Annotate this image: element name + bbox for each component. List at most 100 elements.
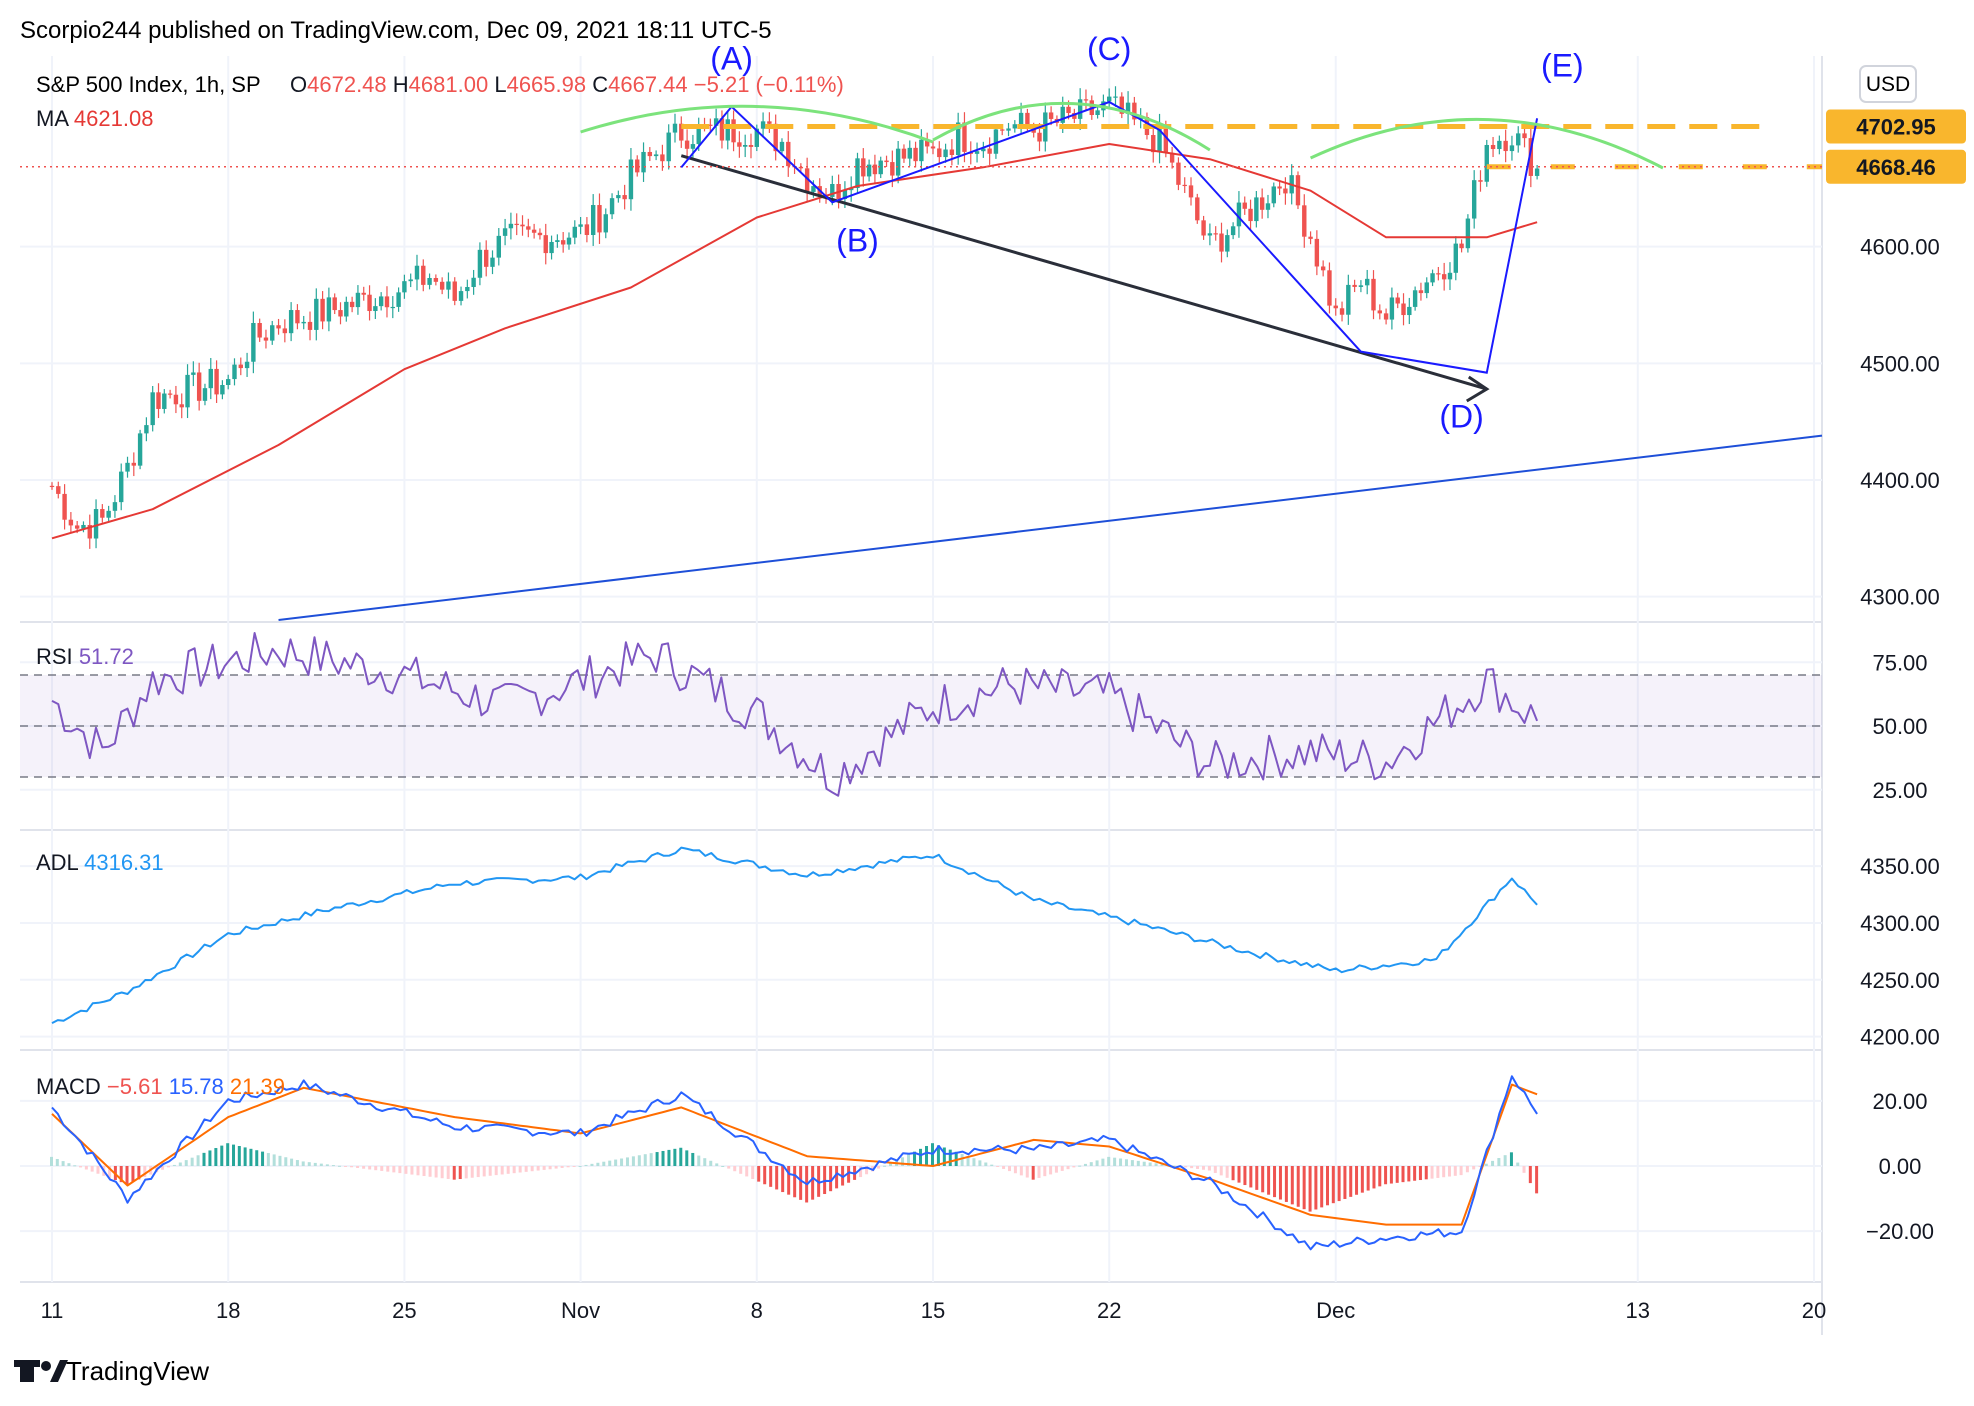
macd-histogram-bar xyxy=(775,1166,779,1190)
macd-histogram-bar xyxy=(67,1163,71,1166)
candle-body xyxy=(949,149,955,156)
macd-histogram-bar xyxy=(542,1166,546,1170)
macd-histogram-bar xyxy=(1372,1166,1376,1189)
macd-histogram-bar xyxy=(1478,1166,1482,1167)
candle-body xyxy=(396,292,401,307)
candle-body xyxy=(842,190,848,200)
close-prefix: C xyxy=(592,72,608,97)
macd-histogram-bar xyxy=(1278,1166,1282,1200)
candle-body xyxy=(937,148,942,158)
price-tag-box xyxy=(1826,109,1966,144)
macd-histogram-bar xyxy=(566,1166,570,1168)
wave-label: (B) xyxy=(836,222,879,258)
candle-body xyxy=(1236,202,1242,227)
ma-value: 4621.08 xyxy=(74,106,154,131)
candle-body xyxy=(1119,96,1124,114)
macd-histogram-bar xyxy=(1136,1160,1140,1166)
grid xyxy=(20,56,1822,1282)
macd-histogram-bar xyxy=(220,1145,224,1166)
candle-body xyxy=(196,372,202,401)
candle-body xyxy=(191,372,196,375)
macd-histogram-bar xyxy=(990,1164,994,1166)
macd-histogram-bar xyxy=(161,1166,165,1170)
macd-histogram-bar xyxy=(643,1154,647,1166)
macd-histogram-bar xyxy=(1337,1166,1341,1202)
candle-body xyxy=(696,124,701,145)
macd-histogram-bar xyxy=(278,1155,282,1166)
candle-body xyxy=(1000,129,1005,131)
macd-histogram-bar xyxy=(1355,1166,1359,1195)
candle-body xyxy=(943,149,948,158)
candle-body xyxy=(87,524,92,539)
macd-histogram-bar xyxy=(907,1154,911,1166)
macd-value: −5.61 xyxy=(107,1074,163,1099)
macd-histogram-bar xyxy=(1522,1166,1526,1173)
candle-body xyxy=(344,301,349,317)
candle-body xyxy=(684,140,690,149)
trendline-arrowhead xyxy=(1465,375,1490,403)
macd-histogram-bar xyxy=(428,1166,432,1177)
macd-histogram-bar xyxy=(226,1143,230,1166)
macd-histogram-bar xyxy=(1447,1166,1451,1177)
macd-histogram-bar xyxy=(494,1166,498,1176)
candle-body xyxy=(1471,180,1477,219)
candle-body xyxy=(1447,272,1453,280)
currency-button[interactable]: USD xyxy=(1859,65,1917,103)
wave-label: (C) xyxy=(1087,31,1131,67)
adl-value: 4316.31 xyxy=(84,850,164,875)
macd-histogram-bar xyxy=(470,1166,474,1178)
candle-body xyxy=(1308,236,1313,239)
candle-body xyxy=(1441,274,1447,280)
macd-histogram-bar xyxy=(1465,1166,1469,1173)
macd-histogram-bar xyxy=(1043,1166,1047,1177)
adl-tick-label: 4200.00 xyxy=(1860,1025,1940,1050)
macd-histogram-bar xyxy=(554,1166,558,1169)
macd-histogram-bar xyxy=(1002,1166,1006,1169)
candle-body xyxy=(1182,184,1187,187)
candle-body xyxy=(1169,152,1175,163)
candle-body xyxy=(1176,162,1181,185)
macd-histogram-bar xyxy=(1049,1166,1053,1175)
candle-body xyxy=(1265,203,1271,210)
macd-histogram-bar xyxy=(1219,1166,1223,1176)
candle-body xyxy=(1365,278,1370,286)
candle-body xyxy=(1327,270,1332,306)
candle-body xyxy=(566,237,572,245)
macd-histogram-bar xyxy=(548,1166,552,1170)
macd-histogram-bar xyxy=(936,1145,940,1166)
macd-histogram-bar xyxy=(1320,1166,1324,1208)
macd-histogram-bar xyxy=(119,1166,123,1183)
macd-histogram-bar xyxy=(482,1166,486,1177)
rsi-label: RSI xyxy=(36,644,73,669)
candle-body xyxy=(1383,313,1389,320)
macd-histogram-bar xyxy=(1453,1166,1457,1176)
macd-histogram-bar xyxy=(1013,1166,1017,1174)
tradingview-logo[interactable]: TradingView xyxy=(14,1356,209,1386)
candle-body xyxy=(1157,125,1162,153)
macd-histogram-bar xyxy=(380,1166,384,1171)
adl-tick-label: 4300.00 xyxy=(1860,911,1940,936)
candle-body xyxy=(514,223,519,226)
price-tag-value: 4702.95 xyxy=(1856,115,1936,140)
candle-body xyxy=(367,294,372,312)
macd-histogram-bar xyxy=(190,1157,194,1166)
candle-body xyxy=(257,323,262,338)
macd-histogram-bar xyxy=(572,1166,576,1167)
macd-histogram-bar xyxy=(1019,1166,1023,1176)
macd-histogram-bar xyxy=(301,1161,305,1166)
macd-hist-value: 21.39 xyxy=(230,1074,285,1099)
macd-histogram-bar xyxy=(232,1144,236,1166)
macd-histogram-bar xyxy=(1413,1166,1417,1181)
macd-histogram-bar xyxy=(954,1151,958,1166)
macd-histogram-bar xyxy=(1308,1166,1312,1212)
change-value: −5.21 (−0.11%) xyxy=(694,72,844,97)
macd-histogram-bar xyxy=(392,1166,396,1173)
candle-body xyxy=(1072,113,1077,119)
candle-body xyxy=(295,310,300,324)
candle-body xyxy=(725,119,730,141)
time-tick-label: 13 xyxy=(1626,1298,1650,1323)
time-tick-label: 18 xyxy=(216,1298,240,1323)
candle-body xyxy=(779,141,785,152)
candle-body xyxy=(220,385,225,395)
time-tick-label: 20 xyxy=(1802,1298,1826,1323)
